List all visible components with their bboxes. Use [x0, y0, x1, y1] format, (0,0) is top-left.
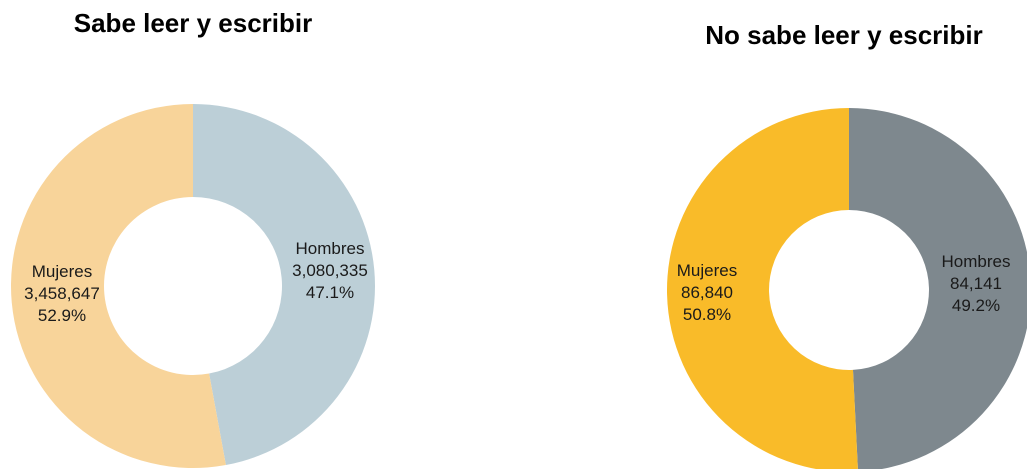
slice-mujeres: [11, 104, 226, 468]
donut-chart-literate: Hombres 3,080,335 47.1% Mujeres 3,458,647 52.…: [11, 104, 376, 468]
slice-value-label: 84,141: [950, 274, 1002, 293]
slice-hombres: [193, 104, 376, 466]
chart-title-illiterate: No sabe leer y escribir: [705, 20, 983, 50]
slice-name-label: Hombres: [296, 239, 365, 258]
slice-label-mujeres: Mujeres 86,840 50.8%: [677, 261, 737, 324]
slice-label-hombres: Hombres 3,080,335 47.1%: [292, 239, 368, 302]
slice-label-hombres: Hombres 84,141 49.2%: [942, 252, 1011, 315]
slice-mujeres: [667, 108, 858, 469]
slice-value-label: 3,080,335: [292, 261, 368, 280]
slice-percent-label: 50.8%: [683, 305, 731, 324]
slice-name-label: Mujeres: [32, 262, 92, 281]
slice-percent-label: 47.1%: [306, 283, 354, 302]
slice-name-label: Mujeres: [677, 261, 737, 280]
chart-title-literate: Sabe leer y escribir: [73, 8, 313, 38]
slice-label-mujeres: Mujeres 3,458,647 52.9%: [24, 262, 100, 325]
slice-value-label: 3,458,647: [24, 284, 100, 303]
donut-chart-illiterate: Hombres 84,141 49.2% Mujeres 86,840 50.8%: [667, 108, 1027, 469]
slice-value-label: 86,840: [681, 283, 733, 302]
slice-percent-label: 52.9%: [38, 306, 86, 325]
slice-name-label: Hombres: [942, 252, 1011, 271]
slice-hombres: [849, 108, 1027, 469]
slice-percent-label: 49.2%: [952, 296, 1000, 315]
